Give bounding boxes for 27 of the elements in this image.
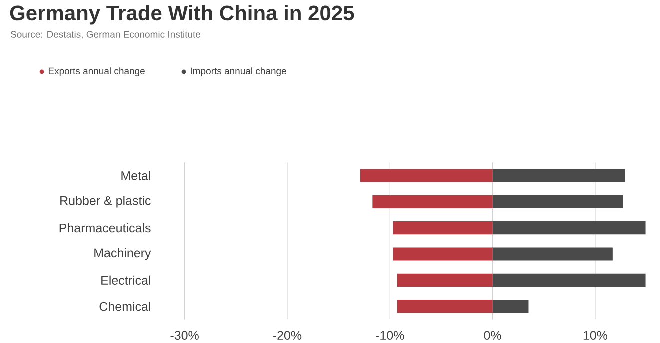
x-tick-label: 0% (484, 331, 502, 340)
bar (492, 248, 613, 261)
bar (397, 274, 493, 287)
chart-title: Germany Trade With China in 2025 (10, 5, 354, 25)
y-tick-label: Rubber & plastic (60, 196, 151, 208)
y-tick-label: Metal (122, 170, 150, 180)
y-tick-label: Machinery (94, 248, 152, 260)
y-tick-label: Chemical (100, 302, 150, 311)
bar (492, 169, 626, 182)
bar (393, 248, 493, 261)
x-tick-label: -20% (273, 331, 302, 340)
x-tick-label: 10% (584, 331, 608, 340)
x-tick-label: -10% (376, 331, 404, 340)
y-tick-label: Pharmaceuticals (60, 223, 151, 232)
bar (492, 274, 646, 287)
bar (492, 300, 529, 313)
bar (397, 300, 493, 313)
x-tick-label: -30% (170, 331, 199, 340)
bar (372, 195, 493, 208)
legend-label: Exports annual change (48, 67, 145, 76)
legend-label: Imports annual change (191, 67, 286, 76)
bar (492, 195, 624, 208)
y-tick-label: Electrical (102, 276, 150, 285)
bar (360, 169, 493, 182)
text: Source: Destatis, German Economic Institute (10, 30, 201, 39)
bar (393, 221, 493, 234)
bar (492, 221, 646, 234)
